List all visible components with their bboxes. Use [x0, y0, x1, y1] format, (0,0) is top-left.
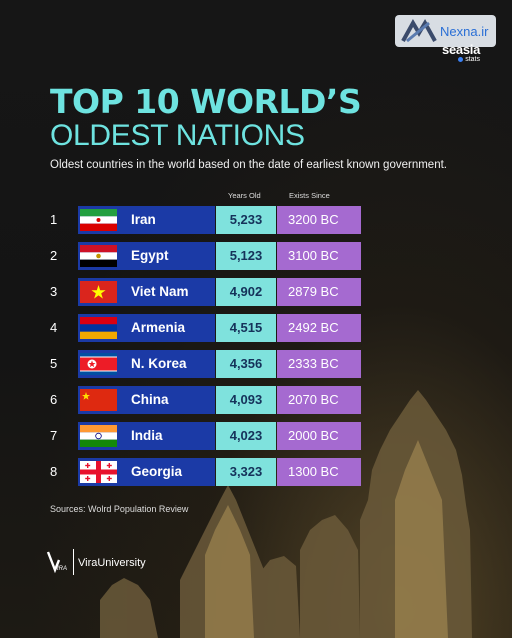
rank: 6 [50, 392, 58, 407]
brand-sub: stats [465, 56, 480, 63]
country-name: Georgia [131, 464, 183, 479]
watermark-badge: Nexna.ir [395, 15, 496, 47]
georgia-flag-icon [80, 461, 117, 483]
exists-since: 2070 BC [277, 386, 361, 414]
nexna-logo-icon [401, 19, 437, 43]
years-old: 4,515 [216, 314, 276, 342]
country-name: Egypt [131, 248, 169, 263]
exists-since: 2333 BC [277, 350, 361, 378]
years-old: 4,023 [216, 422, 276, 450]
country-name: China [131, 392, 169, 407]
country-name: Armenia [131, 320, 186, 335]
iran-flag-icon [80, 209, 117, 231]
brand-name: seasia [442, 42, 480, 57]
table-row: 5 N. Korea 4,356 2333 BC [0, 350, 512, 378]
table-row: 1 Iran 5,233 3200 BC [0, 206, 512, 234]
exists-since: 2879 BC [277, 278, 361, 306]
subtitle: Oldest countries in the world based on t… [50, 159, 447, 171]
table-row: 3 Viet Nam 4,902 2879 BC [0, 278, 512, 306]
svg-text:IRA: IRA [57, 566, 67, 572]
rank: 5 [50, 356, 58, 371]
rank: 4 [50, 320, 58, 335]
exists-since: 2492 BC [277, 314, 361, 342]
table-row: 8 Georgia 3,323 1300 BC [0, 458, 512, 486]
vietnam-flag-icon [80, 281, 117, 303]
country-name: India [131, 428, 163, 443]
years-old: 5,123 [216, 242, 276, 270]
table-row: 6 China 4,093 2070 BC [0, 386, 512, 414]
years-old: 3,323 [216, 458, 276, 486]
table-row: 2 Egypt 5,123 3100 BC [0, 242, 512, 270]
table-row: 7 India 4,023 2000 BC [0, 422, 512, 450]
watermark-text: Nexna.ir [440, 23, 489, 39]
vira-logo-icon: IRA [46, 551, 67, 574]
brand-logo: seasia stats [432, 42, 480, 63]
title-line1: TOP 10 WORLD’S [50, 82, 362, 121]
column-header-years: Years Old [228, 191, 261, 200]
china-flag-icon [80, 389, 117, 411]
country-name: Iran [131, 212, 156, 227]
country-name: N. Korea [131, 356, 187, 371]
exists-since: 3100 BC [277, 242, 361, 270]
years-old: 4,093 [216, 386, 276, 414]
logo-divider [73, 549, 74, 575]
column-header-since: Exists Since [289, 191, 330, 200]
rank: 1 [50, 212, 58, 227]
years-old: 4,356 [216, 350, 276, 378]
temple-silhouette [100, 390, 472, 638]
exists-since: 3200 BC [277, 206, 361, 234]
armenia-flag-icon [80, 317, 117, 339]
rank: 7 [50, 428, 58, 443]
exists-since: 2000 BC [277, 422, 361, 450]
india-flag-icon [80, 425, 117, 447]
table-row: 4 Armenia 4,515 2492 BC [0, 314, 512, 342]
brand-dot-icon [458, 56, 464, 62]
nkorea-flag-icon [80, 353, 117, 375]
rank: 2 [50, 248, 58, 263]
rank: 3 [50, 284, 58, 299]
years-old: 4,902 [216, 278, 276, 306]
rank: 8 [50, 464, 58, 479]
title-line2: OLDEST NATIONS [50, 119, 305, 152]
country-name: Viet Nam [131, 284, 189, 299]
years-old: 5,233 [216, 206, 276, 234]
footer-logo-text: ViraUniversity [78, 557, 146, 569]
sources-note: Sources: Wolrd Population Review [50, 504, 189, 514]
exists-since: 1300 BC [277, 458, 361, 486]
egypt-flag-icon [80, 245, 117, 267]
